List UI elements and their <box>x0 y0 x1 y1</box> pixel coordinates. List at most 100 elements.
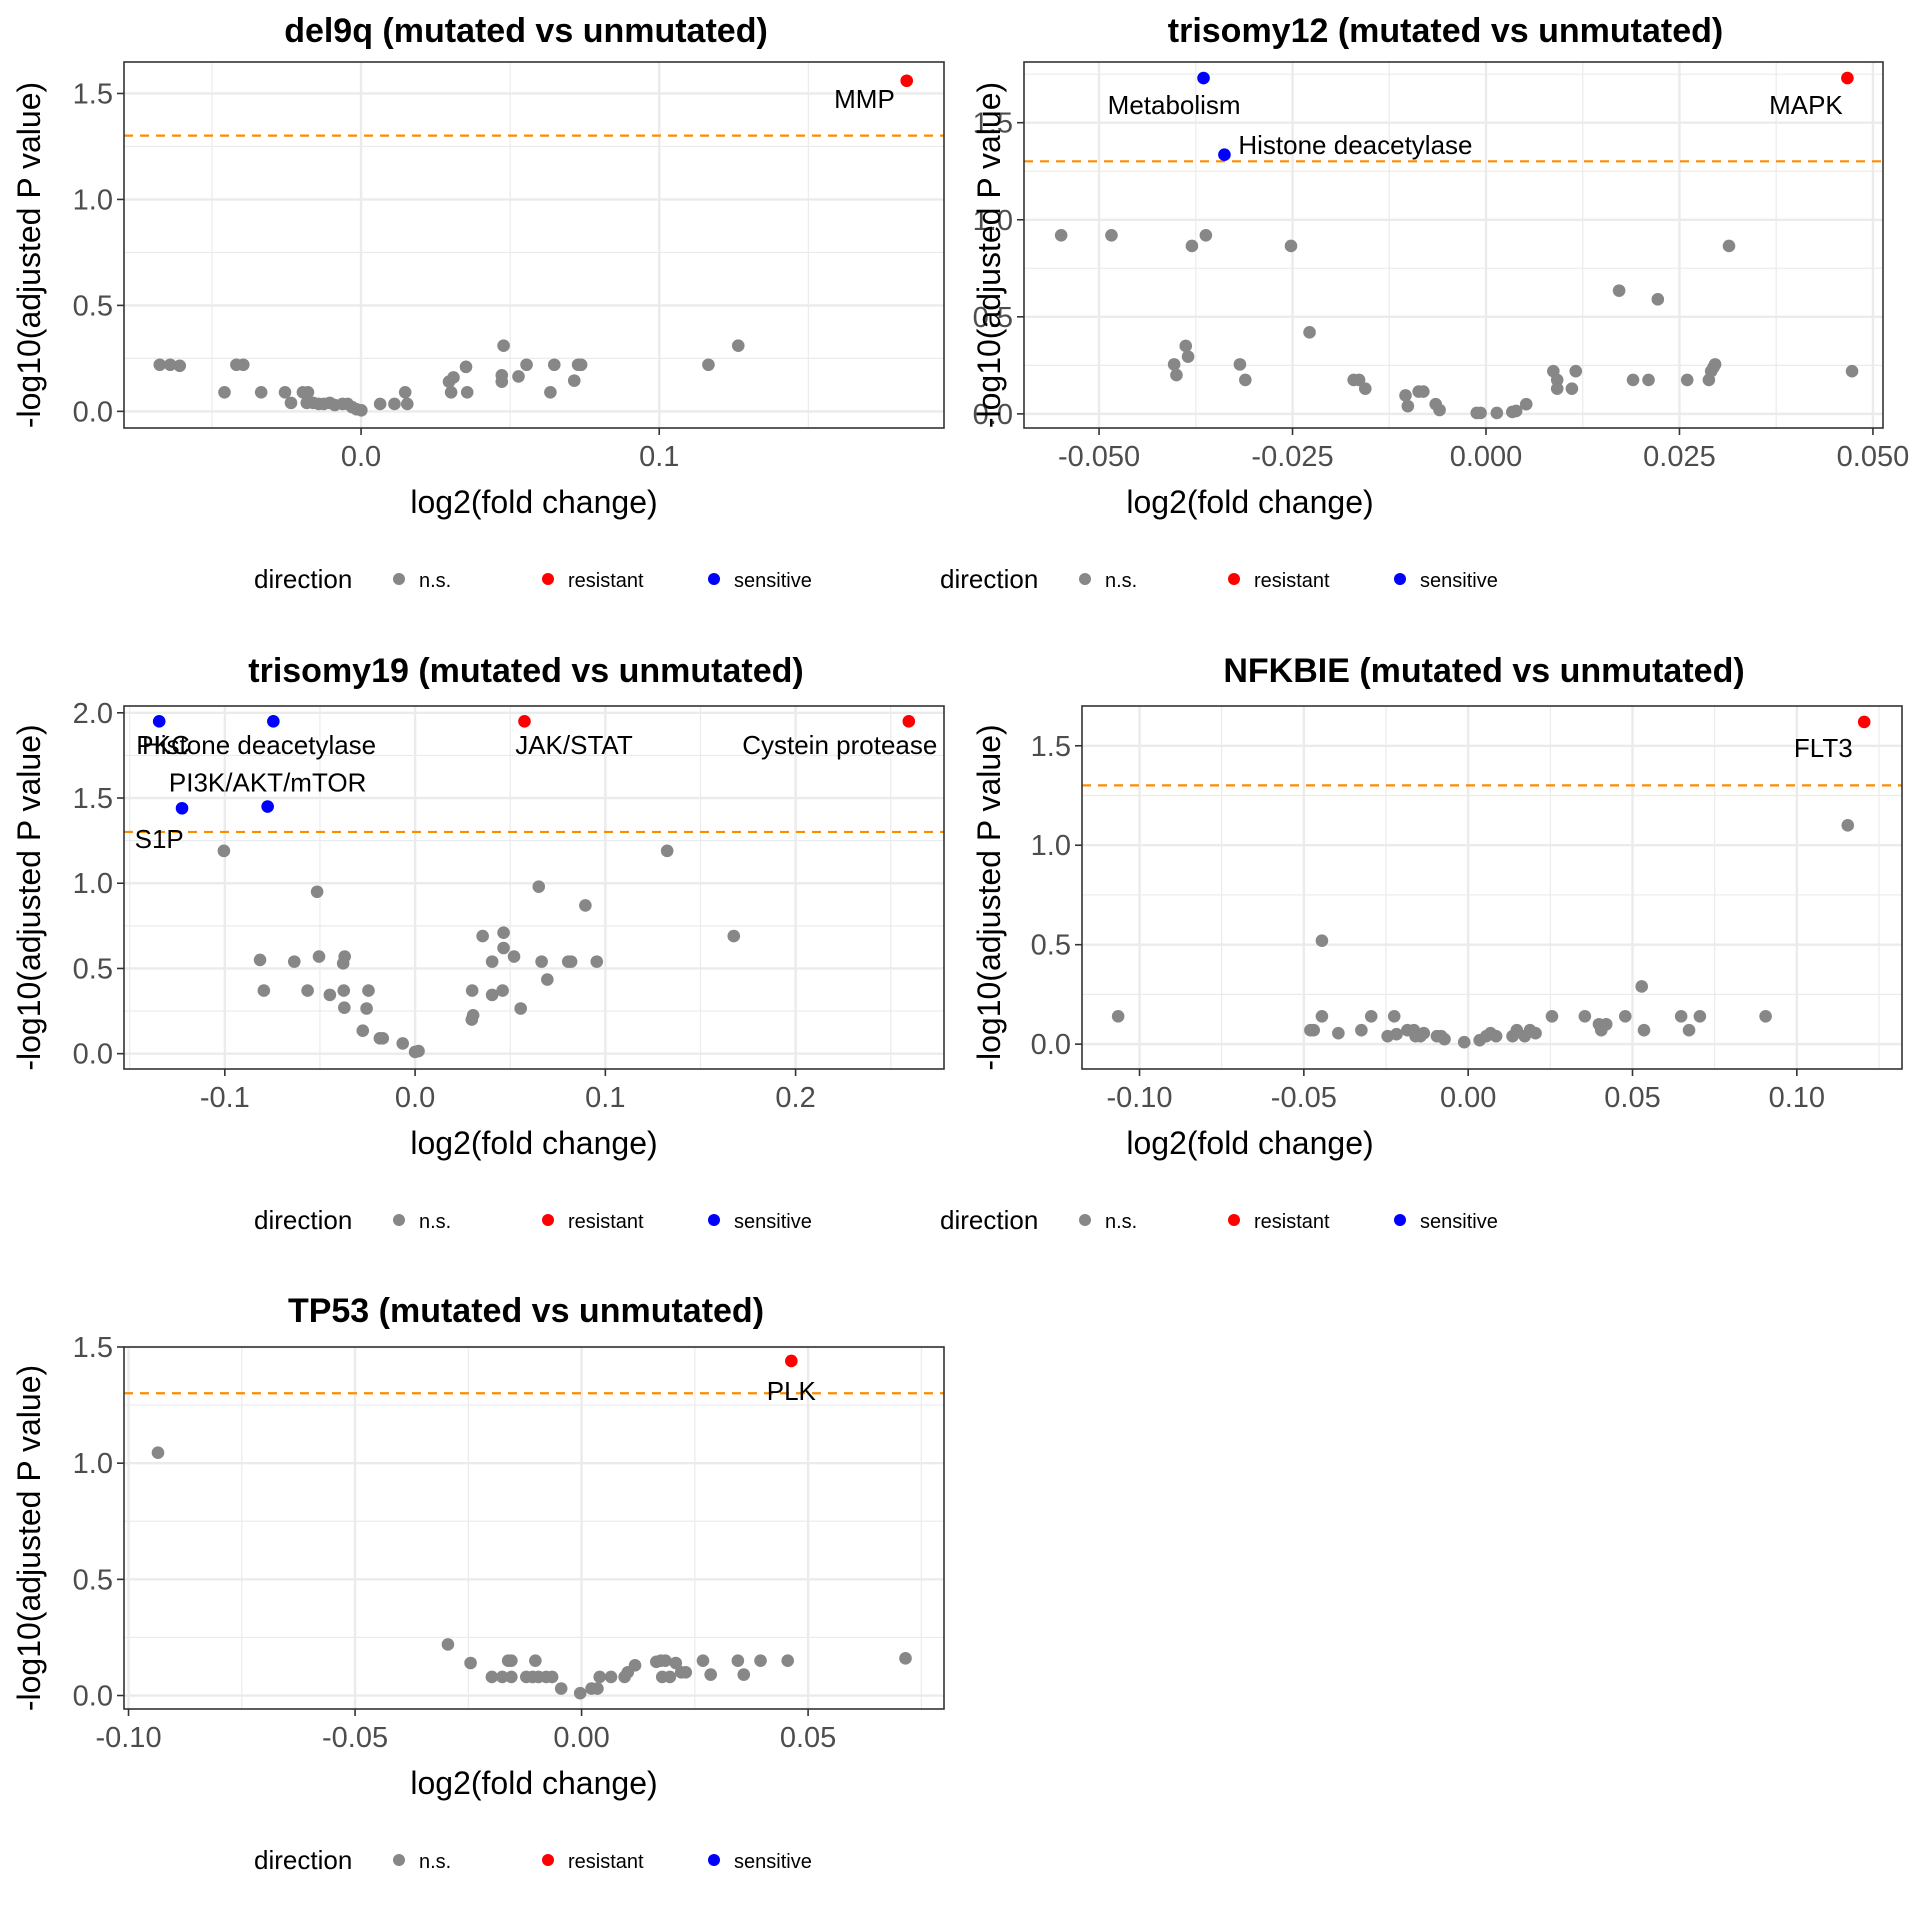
data-point-ns <box>1759 1009 1772 1023</box>
data-point-ns <box>496 984 509 997</box>
data-point-ns <box>532 880 546 893</box>
data-point-ns <box>731 339 745 352</box>
legend: direction n.s. resistant sensitive <box>940 1205 1498 1235</box>
data-point-ns <box>590 955 604 968</box>
y-tick-label: 1.0 <box>973 205 1013 237</box>
data-point-ns <box>704 1668 717 1681</box>
data-point-ns <box>1284 239 1298 253</box>
data-point-ns <box>696 1654 710 1667</box>
data-point-ns <box>495 375 509 388</box>
y-tick-label: 1.0 <box>73 1448 113 1480</box>
data-point-ns <box>507 950 521 963</box>
volcano-panel-1: trisomy12 (mutated vs unmutated) Metaboli… <box>940 12 1909 594</box>
x-axis-title: log2(fold change) <box>410 1125 657 1161</box>
legend-label-resistant: resistant <box>568 1211 644 1233</box>
y-tick-label: 0.0 <box>973 399 1013 431</box>
data-point-ns <box>1841 819 1855 832</box>
legend-key-resistant <box>1228 1214 1240 1226</box>
points <box>152 715 916 1059</box>
data-point-ns <box>1569 364 1583 378</box>
data-point-ns <box>1307 1023 1321 1037</box>
data-point-ns <box>1651 293 1665 306</box>
data-point-ns <box>1417 385 1430 398</box>
data-point-resistant <box>900 74 914 88</box>
plot-background <box>1082 706 1902 1069</box>
legend-title: direction <box>940 564 1038 594</box>
data-point-ns <box>660 844 674 858</box>
data-point-sensitive <box>261 800 274 813</box>
data-point-ns <box>1352 373 1366 387</box>
point-label: Histone deacetylase <box>1238 130 1472 160</box>
legend-key-sensitive <box>708 573 720 585</box>
legend-label-resistant: resistant <box>568 1851 644 1873</box>
data-point-ns <box>1682 1023 1696 1037</box>
x-tick-label: 0.000 <box>1450 441 1523 473</box>
x-tick-label: 0.0 <box>341 441 381 473</box>
point-label: JAK/STAT <box>515 730 633 760</box>
data-point-ns <box>1550 373 1564 387</box>
legend-label-resistant: resistant <box>1254 1211 1330 1233</box>
x-tick-label: -0.05 <box>1271 1082 1337 1114</box>
x-tick-label: 0.1 <box>639 441 679 473</box>
y-tick-label: 0.5 <box>73 1564 113 1596</box>
data-point-ns <box>323 988 337 1002</box>
legend-label-ns: n.s. <box>419 1211 451 1233</box>
data-point-ns <box>1179 339 1193 353</box>
data-point-ns <box>336 957 350 970</box>
data-point-ns <box>727 929 741 943</box>
legend: direction n.s. resistant sensitive <box>940 564 1498 594</box>
legend-key-sensitive <box>1394 573 1406 585</box>
x-tick-label: -0.10 <box>1106 1082 1172 1114</box>
y-tick-label: 1.0 <box>1031 830 1071 862</box>
data-point-ns <box>1315 1009 1329 1023</box>
data-point-ns <box>520 358 533 372</box>
points <box>1111 715 1871 1049</box>
data-point-ns <box>485 955 499 968</box>
data-point-ns <box>1358 382 1372 395</box>
data-point-ns <box>541 973 554 986</box>
panel-border <box>1081 705 1903 1070</box>
data-point-ns <box>1618 1009 1632 1023</box>
data-point-sensitive <box>267 715 280 728</box>
point-label: MMP <box>834 84 895 114</box>
data-point-ns <box>1693 1009 1707 1023</box>
legend-key-resistant <box>1228 573 1240 585</box>
data-point-ns <box>301 385 315 399</box>
x-axis-title: log2(fold change) <box>410 1765 657 1801</box>
data-point-ns <box>579 899 592 912</box>
x-tick-label: -0.025 <box>1251 441 1333 473</box>
legend-title: direction <box>940 1205 1038 1235</box>
legend-title: direction <box>254 1205 352 1235</box>
data-point-ns <box>355 404 368 417</box>
data-point-ns <box>1722 239 1736 253</box>
data-point-ns <box>679 1665 693 1679</box>
data-point-ns <box>1387 1009 1401 1023</box>
y-tick-label: 0.5 <box>73 953 113 985</box>
data-point-ns <box>1105 228 1118 242</box>
x-tick-label: 0.10 <box>1769 1082 1825 1114</box>
data-point-ns <box>1111 1009 1125 1023</box>
data-point-resistant <box>1857 715 1871 729</box>
chart-title: trisomy12 (mutated vs unmutated) <box>1168 12 1723 50</box>
data-point-ns <box>554 1682 568 1695</box>
data-point-ns <box>1599 1017 1613 1031</box>
legend-key-resistant <box>542 573 554 585</box>
legend-label-sensitive: sensitive <box>1420 1211 1498 1233</box>
data-point-ns <box>284 396 298 410</box>
panel-border <box>123 1346 945 1710</box>
data-point-ns <box>1390 1027 1403 1041</box>
legend-key-sensitive <box>1394 1214 1406 1226</box>
data-point-ns <box>604 1670 618 1684</box>
data-point-ns <box>1185 239 1199 253</box>
data-point-ns <box>217 844 231 858</box>
chart-title: del9q (mutated vs unmutated) <box>284 12 768 50</box>
legend-key-ns <box>393 573 405 585</box>
y-tick-label: 1.5 <box>73 78 113 110</box>
y-tick-label: 1.0 <box>73 868 113 900</box>
y-tick-label: 1.0 <box>73 184 113 216</box>
x-tick-label: -0.10 <box>95 1722 161 1754</box>
legend-label-ns: n.s. <box>1105 1211 1137 1233</box>
y-tick-label: 0.0 <box>73 1681 113 1713</box>
legend-key-sensitive <box>708 1214 720 1226</box>
y-axis-title: -log10(adjusted P value) <box>11 724 47 1070</box>
